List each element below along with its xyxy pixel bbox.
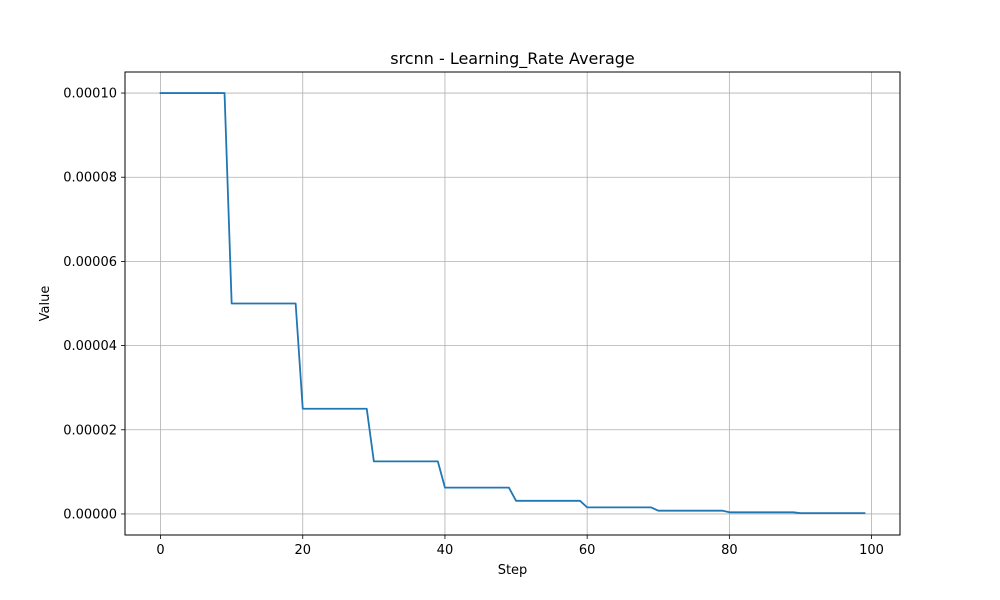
y-axis-title: Value [38,286,53,322]
x-axis-ticks: 0 20 40 60 80 100 [156,535,884,558]
chart-title: srcnn - Learning_Rate Average [390,49,635,69]
y-tick-label: 0.00006 [63,255,117,270]
plot-frame [124,71,901,536]
x-axis-title: Step [498,563,528,578]
y-tick-label: 0.00008 [63,171,117,186]
series-layer [159,92,866,515]
x-tick-label: 80 [721,543,738,558]
grid [125,72,900,535]
series-line [159,92,866,515]
x-tick-label: 100 [859,543,884,558]
y-tick-label: 0.00002 [63,423,117,438]
x-tick-label: 20 [294,543,311,558]
x-tick-label: 60 [579,543,596,558]
y-axis-ticks: 0.00000 0.00002 0.00004 0.00006 0.00008 0.000… [63,87,125,522]
y-tick-label: 0.00010 [63,87,117,102]
y-tick-label: 0.00000 [63,507,117,522]
x-tick-label: 0 [156,543,164,558]
y-tick-label: 0.00004 [63,339,117,354]
x-tick-label: 40 [437,543,454,558]
